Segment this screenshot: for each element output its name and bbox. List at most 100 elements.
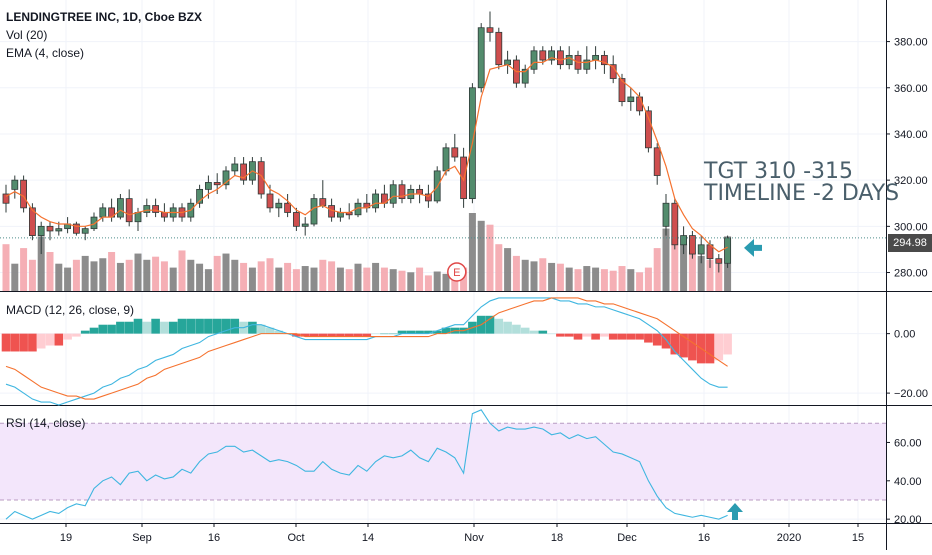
macd-histogram-bar [204, 318, 213, 334]
ema-indicator-label[interactable]: EMA (4, close) [6, 46, 85, 60]
rsi-label[interactable]: RSI (14, close) [6, 416, 86, 430]
main-legend: LENDINGTREE INC, 1D, Cboe BZX Vol (20) E… [6, 8, 202, 62]
volume-bar [248, 267, 256, 291]
x-tick-label: 16 [208, 532, 220, 544]
symbol-title[interactable]: LENDINGTREE INC, 1D, Cboe BZX [6, 10, 203, 24]
volume-indicator-label[interactable]: Vol (20) [6, 28, 48, 42]
macd-histogram-bar [256, 324, 266, 334]
macd-histogram-bar [564, 333, 574, 337]
candle-body [284, 202, 292, 213]
macd-histogram-bar [538, 330, 548, 334]
candle-body [20, 179, 28, 209]
volume-bar [609, 270, 617, 291]
volume-bar [275, 267, 283, 291]
volume-bar [125, 259, 133, 291]
macd-histogram-bar [98, 324, 108, 334]
macd-histogram-bar [300, 333, 310, 337]
volume-bar [160, 261, 168, 291]
annotation-timeline: TIMELINE -2 DAYS [704, 181, 900, 206]
macd-histogram-bar [344, 333, 354, 337]
volume-bar [574, 269, 582, 291]
macd-histogram-bar [591, 333, 600, 340]
macd-histogram-bar [230, 318, 240, 334]
macd-histogram-bar [336, 333, 345, 337]
x-tick-label: Dec [617, 532, 637, 544]
volume-bar [592, 267, 600, 291]
macd-histogram-bar [397, 330, 407, 334]
macd-histogram-bar [186, 318, 196, 334]
candle-body [592, 55, 599, 61]
volume-bar [64, 267, 72, 291]
volume-bar [372, 262, 380, 291]
volume-bar [99, 258, 107, 291]
candle-body [724, 237, 731, 264]
volume-bar [688, 252, 696, 291]
volume-bar [653, 248, 661, 291]
volume-bar [222, 253, 230, 291]
x-tick-label: Nov [464, 532, 484, 544]
macd-histogram-bar [432, 330, 442, 334]
candle-body [372, 193, 380, 209]
volume-bar [706, 259, 714, 291]
macd-histogram-bar [248, 321, 257, 334]
volume-bar [468, 213, 476, 291]
macd-histogram-bar [494, 318, 504, 334]
macd-histogram-bar [670, 333, 680, 355]
candle-body [73, 223, 80, 234]
macd-histogram-bar [485, 315, 495, 334]
volume-bar [46, 252, 54, 291]
macd-histogram-bar [45, 333, 55, 346]
volume-bar [240, 262, 248, 291]
volume-bar [389, 269, 397, 291]
candle-body [143, 205, 151, 213]
volume-bar [328, 261, 336, 291]
y-tick-label: 340.00 [894, 129, 928, 141]
volume-bar [37, 236, 45, 291]
volume-bar [108, 252, 116, 291]
volume-bar [310, 267, 318, 291]
macd-histogram-bar [512, 324, 521, 334]
macd-histogram-bar [274, 330, 284, 334]
ema-line [5, 57, 728, 253]
volume-bar [636, 272, 644, 291]
candle-body [266, 193, 274, 209]
macd-histogram-bar [19, 333, 28, 352]
candle-body [55, 228, 63, 232]
volume-bar [292, 269, 300, 291]
macd-label[interactable]: MACD (12, 26, close, 9) [6, 303, 135, 317]
earnings-marker-label: E [453, 267, 460, 279]
candle-body [389, 184, 397, 204]
x-tick-label: 2020 [777, 532, 801, 544]
volume-bar [442, 273, 450, 291]
x-tick-label: Sep [132, 532, 152, 544]
macd-histogram-bar [608, 333, 618, 340]
macd-histogram-bar [415, 330, 424, 334]
macd-histogram-bar [309, 333, 319, 337]
candle-body [627, 96, 635, 103]
candle-body [231, 163, 239, 172]
rsi-line [5, 409, 728, 520]
candle-body [521, 68, 529, 84]
macd-histogram-bar [116, 321, 125, 334]
volume-bar [662, 228, 670, 291]
annotation-target: TGT 310 -315 [704, 159, 854, 184]
volume-bar [169, 267, 177, 291]
volume-bar [20, 248, 28, 291]
macd-histogram-bar [503, 321, 512, 334]
volume-bar [301, 266, 309, 291]
macd-histogram-bar [362, 333, 372, 337]
macd-histogram-bar [28, 333, 37, 352]
candle-body [117, 198, 124, 218]
volume-bar [486, 224, 494, 291]
y-tick-label: 280.00 [894, 268, 928, 280]
volume-bar [2, 244, 10, 291]
macd-histogram-bar [679, 333, 688, 358]
candle-body [398, 184, 406, 200]
y-tick-label: 20.00 [894, 514, 922, 526]
candle-body [213, 182, 221, 186]
y-tick-label: 0.00 [894, 329, 915, 341]
volume-bar [715, 263, 723, 291]
volume-bar [477, 220, 485, 291]
